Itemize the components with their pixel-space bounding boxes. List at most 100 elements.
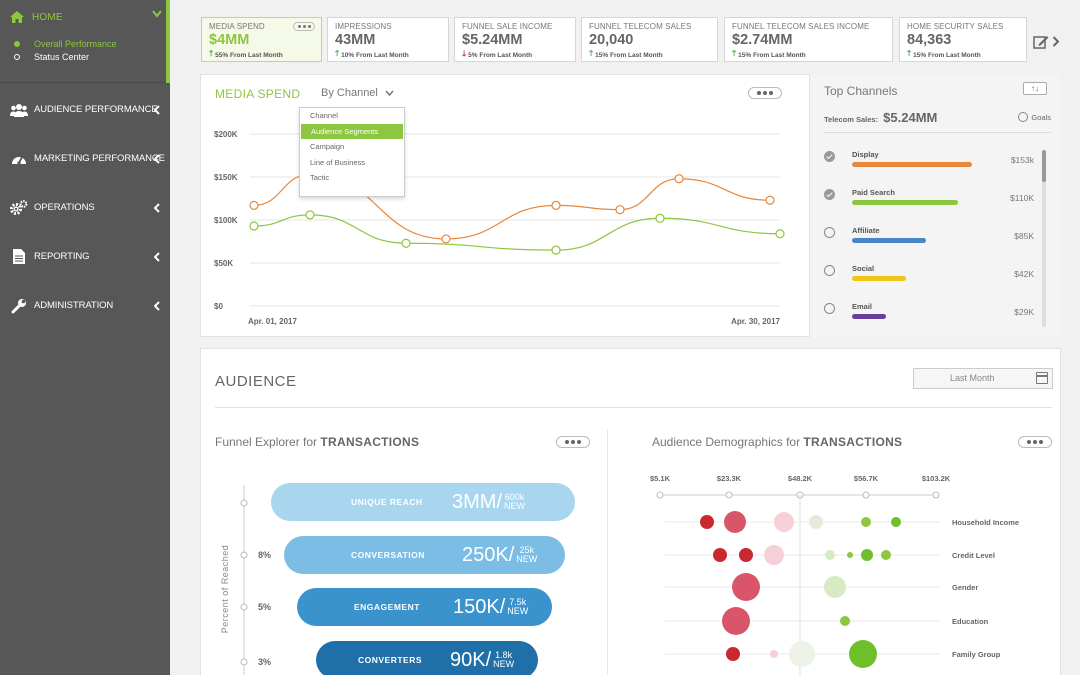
channel-row[interactable]: Display $153k [824, 149, 1034, 179]
kpi-value: 84,363 [907, 32, 952, 48]
demographic-bubble[interactable] [840, 616, 850, 626]
sidebar-item-reporting[interactable]: REPORTING [0, 232, 170, 281]
data-point[interactable] [615, 205, 625, 215]
data-point[interactable] [765, 195, 775, 205]
demographic-bubble[interactable] [847, 552, 853, 558]
data-point[interactable] [775, 229, 785, 239]
demographic-bubble[interactable] [891, 517, 901, 527]
data-point[interactable] [401, 238, 411, 248]
kpi-delta: 15% From Last Month [595, 51, 663, 59]
radio-icon[interactable] [824, 265, 835, 276]
data-point[interactable] [551, 200, 561, 210]
sidebar-item-audience-performance[interactable]: AUDIENCE PERFORMANCE [0, 85, 170, 134]
dropdown-option[interactable]: Channel [310, 111, 338, 120]
chevron-left-icon [154, 252, 160, 261]
demographic-bubble[interactable] [774, 512, 794, 532]
funnel-stage-engagement[interactable]: ENGAGEMENT 150K/7.5k NEW [297, 588, 552, 626]
home-icon [10, 11, 24, 23]
dropdown-option-selected[interactable]: Audience Segments [301, 123, 403, 139]
funnel-stage-value: 150K/7.5k NEW [453, 596, 528, 619]
sidebar-subitem-overall-performance[interactable]: Overall Performance [10, 39, 160, 49]
sidebar-item-marketing-performance[interactable]: MARKETING PERFORMANCE [0, 134, 170, 183]
goals-toggle[interactable]: Goals [1018, 112, 1051, 122]
funnel-percent: 3% [258, 657, 272, 667]
demographic-bubble[interactable] [770, 650, 778, 658]
funnel-stage-new: 1.8k NEW [493, 651, 514, 669]
date-range-picker[interactable]: Last Month [913, 368, 1053, 389]
radio-icon[interactable] [824, 227, 835, 238]
more-options-button[interactable] [556, 436, 590, 448]
goals-label: Goals [1031, 112, 1051, 122]
scale-tick [932, 491, 940, 499]
y-tick-label: $50K [214, 259, 233, 268]
demographic-bubble[interactable] [824, 576, 846, 598]
sidebar-item-administration[interactable]: ADMINISTRATION [0, 281, 170, 330]
funnel-stage-converters[interactable]: CONVERTERS 90K/1.8k NEW [316, 641, 538, 675]
dropdown-option[interactable]: Campaign [310, 142, 345, 151]
demographic-bubble[interactable] [739, 548, 753, 562]
kpi-card-media-spend[interactable]: MEDIA SPEND $4MM 🡑 55% From Last Month [201, 17, 322, 62]
kpi-card-funnel-sale-income[interactable]: FUNNEL SALE INCOME $5.24MM 🡓 5% From Last… [454, 17, 576, 62]
funnel-axis-line [240, 485, 248, 675]
demographic-bubble[interactable] [861, 517, 871, 527]
demographic-label: Gender [952, 583, 978, 592]
data-point[interactable] [441, 234, 451, 244]
dropdown-option[interactable]: Tactic [310, 173, 330, 182]
demographic-bubble[interactable] [789, 641, 815, 667]
demographic-bubble[interactable] [713, 548, 727, 562]
demographic-bubble[interactable] [724, 511, 746, 533]
demographic-bubble[interactable] [764, 545, 784, 565]
people-icon [10, 102, 28, 118]
more-options-button[interactable] [748, 87, 782, 99]
demographic-bubble[interactable] [732, 573, 760, 601]
top-channels-title: Top Channels [824, 84, 898, 98]
scrollbar[interactable] [1042, 150, 1046, 327]
funnel-stage-conversation[interactable]: CONVERSATION 250K/25k NEW [284, 536, 565, 574]
data-point[interactable] [551, 245, 561, 255]
channel-row[interactable]: Affiliate $85K [824, 225, 1034, 255]
date-range-value: Last Month [950, 373, 995, 383]
scrollbar-thumb[interactable] [1042, 150, 1046, 182]
kpi-card-home-security-sales[interactable]: HOME SECURITY SALES 84,363 🡑 15% From Las… [899, 17, 1027, 62]
funnel-stage-unique-reach[interactable]: UNIQUE REACH 3MM/600k NEW [271, 483, 575, 521]
channel-value: $42K [1014, 269, 1034, 279]
kpi-card-funnel-telecom-sales[interactable]: FUNNEL TELECOM SALES 20,040 🡑 15% From La… [581, 17, 718, 62]
data-point[interactable] [249, 221, 259, 231]
data-point[interactable] [249, 200, 259, 210]
channel-name: Affiliate [852, 226, 880, 235]
channel-select[interactable]: By Channel [321, 87, 394, 99]
more-options-button[interactable] [1018, 436, 1052, 448]
demographic-bubble[interactable] [861, 549, 873, 561]
kpi-title: FUNNEL TELECOM SALES INCOME [732, 22, 870, 31]
kpi-delta: 15% From Last Month [738, 51, 806, 59]
more-options-button[interactable] [293, 22, 315, 31]
channel-row[interactable]: Paid Search $110K [824, 187, 1034, 217]
sort-button[interactable]: ↑↓ [1023, 82, 1047, 95]
edit-icon[interactable] [1033, 34, 1049, 50]
demographic-bubble[interactable] [722, 607, 750, 635]
demographic-bubble[interactable] [881, 550, 891, 560]
demographic-bubble[interactable] [825, 550, 835, 560]
demographic-bubble[interactable] [726, 647, 740, 661]
data-point[interactable] [305, 210, 315, 220]
check-circle-icon[interactable] [824, 151, 835, 162]
radio-icon[interactable] [824, 303, 835, 314]
demographic-bubble[interactable] [809, 515, 823, 529]
active-dot-icon [14, 41, 20, 47]
sidebar-subitem-status-center[interactable]: Status Center [10, 52, 160, 62]
data-point[interactable] [655, 213, 665, 223]
demographic-bubble[interactable] [849, 640, 877, 668]
sidebar-item-operations[interactable]: OPERATIONS [0, 183, 170, 232]
channel-value: $153k [1010, 155, 1034, 165]
sidebar-item-home[interactable]: HOME [10, 10, 162, 23]
channel-row[interactable]: Social $42K [824, 263, 1034, 293]
check-circle-icon[interactable] [824, 189, 835, 200]
demographic-bubble[interactable] [700, 515, 714, 529]
data-point[interactable] [674, 174, 684, 184]
chevron-right-icon[interactable] [1052, 36, 1060, 47]
kpi-card-impressions[interactable]: IMPRESSIONS 43MM 🡑 10% From Last Month [327, 17, 449, 62]
channel-row[interactable]: Email $29K [824, 301, 1034, 331]
kpi-card-funnel-telecom-sales-income[interactable]: FUNNEL TELECOM SALES INCOME $2.74MM 🡑 15%… [724, 17, 893, 62]
dropdown-option[interactable]: Line of Business [310, 157, 366, 167]
funnel-title-emph: TRANSACTIONS [320, 435, 420, 449]
